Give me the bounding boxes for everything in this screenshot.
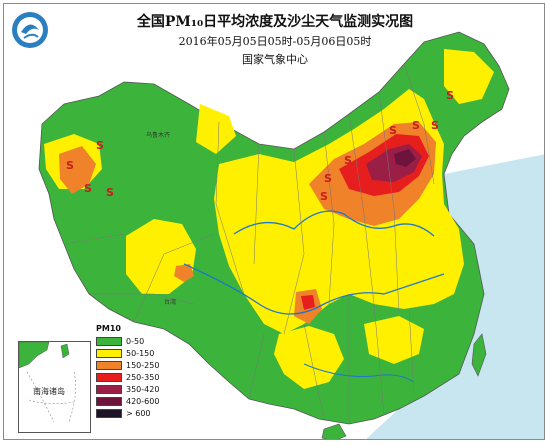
hainan-island xyxy=(321,423,347,439)
legend-label: 420-600 xyxy=(126,397,160,406)
pm10-band-50-150-southeast xyxy=(364,316,424,364)
city-label-urumqi: 乌鲁木齐 xyxy=(146,132,171,139)
yellow-river xyxy=(233,210,435,237)
legend-row: 250-350 xyxy=(96,372,159,383)
legend-title: PM10 xyxy=(96,324,121,333)
map-agency: 国家气象中心 xyxy=(242,53,308,66)
pm10-legend: PM10 0-50 50-150 150-250 250-350 350-420… xyxy=(96,324,159,420)
pm10-band-50-150-south xyxy=(274,326,344,389)
map-frame: S S S S S S S S S S S 全国PM₁₀日平均浓度及沙尘天气监测… xyxy=(3,3,545,440)
south-china-sea-inset: 南海诸岛 xyxy=(18,341,91,433)
dust-marker: S xyxy=(431,119,439,132)
pearl-river xyxy=(303,363,415,383)
cma-logo-icon xyxy=(12,12,48,48)
dust-marker: S xyxy=(84,182,92,195)
city-label-taiwan: 台湾 xyxy=(164,299,177,306)
dust-marker: S xyxy=(96,139,104,152)
sea-region xyxy=(366,154,544,439)
legend-label: 350-420 xyxy=(126,385,160,394)
legend-row: 50-150 xyxy=(96,348,159,359)
legend-swatch xyxy=(96,409,122,418)
legend-swatch xyxy=(96,361,122,370)
dust-markers: S S S S S S S S S S S xyxy=(66,89,454,203)
pm10-map: S S S S S S S S S S S xyxy=(4,4,544,439)
dust-marker: S xyxy=(344,154,352,167)
pm10-band-150-250-tibet xyxy=(174,264,194,282)
legend-swatch xyxy=(96,373,122,382)
inset-map xyxy=(19,342,76,423)
dust-marker: S xyxy=(324,172,332,185)
legend-swatch xyxy=(96,337,122,346)
map-title: 全国PM₁₀日平均浓度及沙尘天气监测实况图 xyxy=(136,14,414,30)
legend-swatch xyxy=(96,349,122,358)
pm10-band-50-150-northeast xyxy=(196,104,236,154)
legend-row: 350-420 xyxy=(96,384,159,395)
taiwan-island xyxy=(471,333,487,377)
pm10-band-50-150-north xyxy=(444,49,494,104)
legend-row: 420-600 xyxy=(96,396,159,407)
inset-label: 南海诸岛 xyxy=(33,387,65,396)
dust-marker: S xyxy=(446,89,454,102)
legend-label: 50-150 xyxy=(126,349,155,358)
dust-marker: S xyxy=(320,190,328,203)
legend-swatch xyxy=(96,385,122,394)
pm10-band-150-250-nw xyxy=(59,146,96,194)
legend-label: 0-50 xyxy=(126,337,145,346)
dust-marker: S xyxy=(389,124,397,137)
pm10-band-420-600 xyxy=(394,149,416,167)
dust-marker: S xyxy=(106,186,114,199)
dust-marker: S xyxy=(412,119,420,132)
legend-row: > 600 xyxy=(96,408,159,419)
map-time-range: 2016年05月05日05时-05月06日05时 xyxy=(178,35,372,48)
province-borders xyxy=(63,63,435,424)
pm10-band-250-350-sichuan xyxy=(301,295,315,310)
legend-label: 150-250 xyxy=(126,361,160,370)
legend-label: 250-350 xyxy=(126,373,160,382)
legend-swatch xyxy=(96,397,122,406)
legend-label: > 600 xyxy=(126,409,151,418)
legend-row: 0-50 xyxy=(96,336,159,347)
legend-row: 150-250 xyxy=(96,360,159,371)
dust-marker: S xyxy=(66,159,74,172)
